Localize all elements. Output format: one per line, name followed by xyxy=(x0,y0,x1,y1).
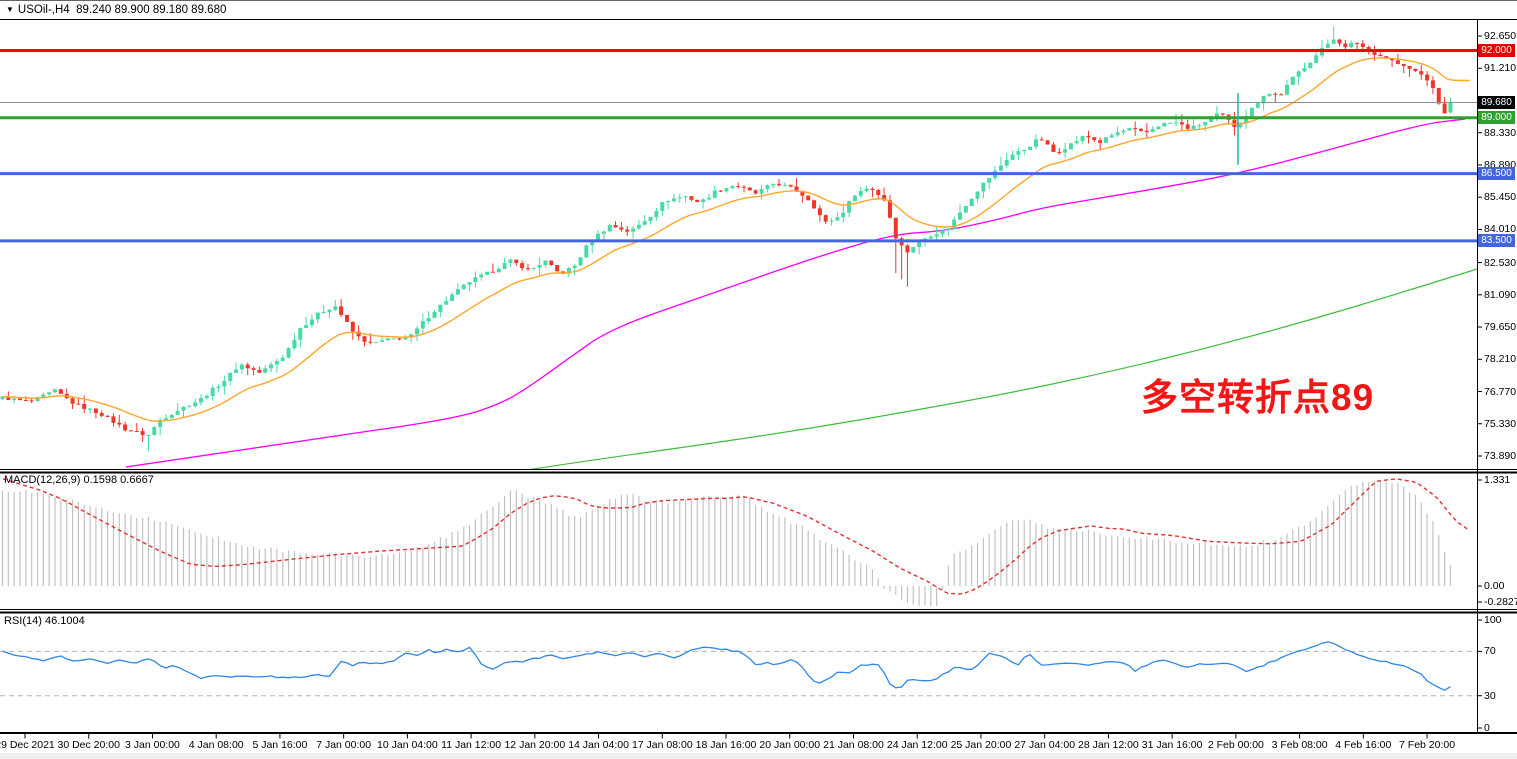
x-axis-label: 25 Jan 20:00 xyxy=(950,739,1012,751)
x-axis-label: 7 Jan 00:00 xyxy=(316,739,372,751)
rsi-panel xyxy=(0,641,1477,697)
x-axis-label: 27 Jan 04:00 xyxy=(1014,739,1076,751)
ohlc-values: 89.240 89.900 89.180 89.680 xyxy=(76,4,227,16)
rsi-scale-label: 0 xyxy=(1484,722,1490,734)
symbol-info-bar: ▼ USOil-,H4 89.240 89.900 89.180 89.680 xyxy=(6,4,226,16)
price-tick-label: 88.330 xyxy=(1484,126,1517,139)
x-axis-label: 3 Feb 08:00 xyxy=(1271,739,1328,751)
macd-values: 0.1598 0.6667 xyxy=(83,474,154,486)
rsi-name: RSI(14) xyxy=(4,615,42,627)
price-box-83.500: 83.500 xyxy=(1478,234,1515,248)
x-axis-label: 21 Jan 08:00 xyxy=(823,739,884,751)
x-axis-label: 3 Jan 00:00 xyxy=(125,739,180,751)
ma-fast-line xyxy=(2,57,1471,422)
rsi-indicator-label: RSI(14) 46.1004 xyxy=(4,615,85,627)
macd-scale-label: -0.2827 xyxy=(1484,596,1517,608)
macd-scale-label: 1.331 xyxy=(1484,474,1511,486)
x-axis-label: 17 Jan 08:00 xyxy=(631,739,693,751)
price-tick-label: 76.770 xyxy=(1484,385,1517,398)
rsi-line xyxy=(2,641,1451,691)
x-axis-label: 12 Jan 20:00 xyxy=(504,739,566,751)
x-axis-label: 24 Jan 12:00 xyxy=(886,739,948,751)
rsi-scale-label: 30 xyxy=(1484,689,1496,702)
window-bottom-strip xyxy=(0,753,1517,759)
price-tick-label: 92.650 xyxy=(1484,30,1517,42)
price-box-89.680: 89.680 xyxy=(1478,95,1515,109)
price-tick-label: 82.530 xyxy=(1484,256,1517,269)
rsi-scale-label: 100 xyxy=(1484,614,1502,626)
ma-slow-line xyxy=(529,268,1477,469)
main-panel xyxy=(0,26,1477,469)
price-tick-label: 81.090 xyxy=(1484,288,1517,301)
price-tick-label: 75.330 xyxy=(1484,417,1517,430)
x-axis-label: 31 Jan 16:00 xyxy=(1141,739,1203,751)
x-axis-label: 20 Jan 00:00 xyxy=(759,739,821,751)
x-axis-label: 10 Jan 04:00 xyxy=(377,739,438,751)
x-axis-label: 4 Feb 16:00 xyxy=(1335,739,1392,751)
x-axis-label: 30 Dec 20:00 xyxy=(57,739,120,751)
x-axis-label: 29 Dec 2021 xyxy=(0,739,55,751)
x-axis-label: 7 Feb 20:00 xyxy=(1399,739,1456,751)
price-tick-label: 85.450 xyxy=(1484,191,1517,204)
x-axis-label: 14 Jan 04:00 xyxy=(568,739,629,751)
symbol-timeframe-label: USOil-,H4 xyxy=(17,4,70,16)
x-axis-label: 5 Jan 16:00 xyxy=(252,739,308,751)
rsi-value: 46.1004 xyxy=(44,615,85,627)
price-box-89.000: 89.000 xyxy=(1478,111,1515,125)
x-axis-label: 4 Jan 08:00 xyxy=(188,739,244,751)
rsi-scale-label: 70 xyxy=(1484,645,1496,658)
macd-panel xyxy=(1,478,1469,606)
price-tick-label: 78.210 xyxy=(1484,353,1517,366)
price-tick-label: 73.890 xyxy=(1484,450,1517,462)
price-box-92.000: 92.000 xyxy=(1478,44,1515,58)
price-tick-label: 91.210 xyxy=(1484,62,1517,75)
price-tick-label: 79.650 xyxy=(1484,321,1517,334)
ma-mid-line xyxy=(125,118,1466,468)
x-axis-label: 28 Jan 12:00 xyxy=(1078,739,1139,751)
chart-annotation-text: 多空转折点89 xyxy=(1141,377,1375,418)
x-axis-label: 2 Feb 00:00 xyxy=(1207,739,1264,751)
macd-indicator-label: MACD(12,26,9) 0.1598 0.6667 xyxy=(4,474,154,486)
price-tick-label: 84.010 xyxy=(1484,223,1517,236)
macd-signal-line xyxy=(2,478,1469,595)
x-axis-label: 18 Jan 16:00 xyxy=(695,739,757,751)
symbol-dropdown-icon[interactable]: ▼ xyxy=(6,5,14,14)
price-box-86.500: 86.500 xyxy=(1478,167,1515,181)
macd-name: MACD(12,26,9) xyxy=(4,474,81,486)
macd-scale-label: 0.00 xyxy=(1484,580,1505,592)
x-axis-label: 11 Jan 12:00 xyxy=(441,739,502,751)
